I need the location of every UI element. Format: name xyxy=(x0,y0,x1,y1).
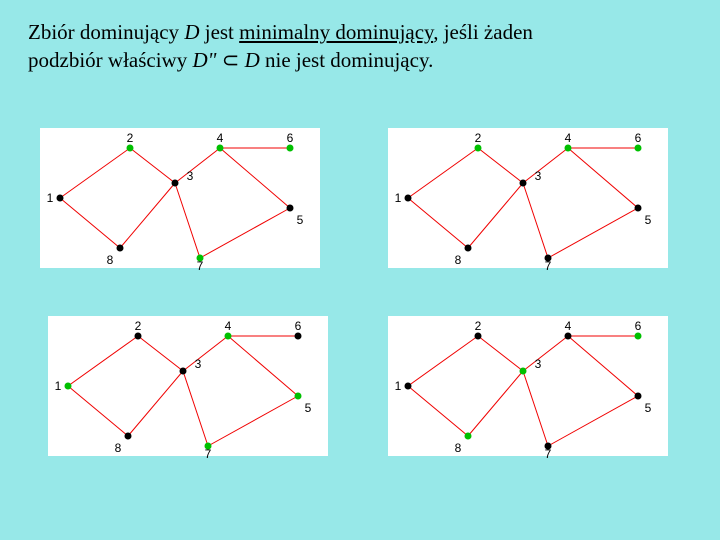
graph-node-label-2: 2 xyxy=(127,131,134,145)
graph-node-label-1: 1 xyxy=(47,191,54,205)
graph-node-label-5: 5 xyxy=(645,213,652,227)
graph-node-label-4: 4 xyxy=(565,131,572,145)
graph-node-label-3: 3 xyxy=(535,169,542,183)
graph-node-6 xyxy=(287,145,294,152)
graph-node-label-3: 3 xyxy=(187,169,194,183)
graph-node-6 xyxy=(635,145,642,152)
graph-node-4 xyxy=(565,333,572,340)
graph-node-label-7: 7 xyxy=(205,447,212,461)
graph-edges xyxy=(388,128,668,268)
graph-node-1 xyxy=(65,383,72,390)
def-Dp: D" xyxy=(192,48,216,72)
graph-node-6 xyxy=(295,333,302,340)
graph-node-1 xyxy=(57,195,64,202)
graph-node-label-1: 1 xyxy=(55,379,62,393)
graph-node-label-2: 2 xyxy=(475,131,482,145)
graph-node-3 xyxy=(520,368,527,375)
graph-node-label-6: 6 xyxy=(635,131,642,145)
graph-node-label-4: 4 xyxy=(565,319,572,333)
graph-panel-3: 12345678 xyxy=(48,316,328,456)
graph-node-label-6: 6 xyxy=(287,131,294,145)
def-part: jest xyxy=(199,20,239,44)
graph-node-2 xyxy=(127,145,134,152)
graph-node-5 xyxy=(635,393,642,400)
graph-node-4 xyxy=(217,145,224,152)
def-subset: ⊂ xyxy=(216,48,244,72)
graph-edges xyxy=(388,316,668,456)
graph-node-4 xyxy=(225,333,232,340)
graph-node-label-8: 8 xyxy=(107,253,114,267)
graph-node-8 xyxy=(465,433,472,440)
graph-node-8 xyxy=(125,433,132,440)
graph-node-label-3: 3 xyxy=(195,357,202,371)
graph-node-label-7: 7 xyxy=(545,447,552,461)
def-part: , jeśli żaden xyxy=(433,20,533,44)
graph-node-label-1: 1 xyxy=(395,191,402,205)
graph-node-4 xyxy=(565,145,572,152)
graph-node-label-6: 6 xyxy=(635,319,642,333)
graph-node-label-7: 7 xyxy=(545,259,552,273)
graph-node-label-4: 4 xyxy=(217,131,224,145)
graph-node-label-1: 1 xyxy=(395,379,402,393)
def-D1: D xyxy=(184,20,199,44)
graph-panel-1: 12345678 xyxy=(40,128,320,268)
graph-node-label-2: 2 xyxy=(135,319,142,333)
graph-edges xyxy=(48,316,328,456)
graph-node-label-7: 7 xyxy=(197,259,204,273)
graph-node-label-6: 6 xyxy=(295,319,302,333)
graph-node-2 xyxy=(135,333,142,340)
graph-node-label-2: 2 xyxy=(475,319,482,333)
def-part: nie jest dominujący. xyxy=(260,48,434,72)
graph-node-8 xyxy=(465,245,472,252)
definition-text: Zbiór dominujący D jest minimalny dominu… xyxy=(0,0,720,85)
graph-node-6 xyxy=(635,333,642,340)
def-D2: D xyxy=(245,48,260,72)
graph-node-label-3: 3 xyxy=(535,357,542,371)
graph-node-8 xyxy=(117,245,124,252)
graph-node-5 xyxy=(287,205,294,212)
graph-node-1 xyxy=(405,195,412,202)
graph-node-label-5: 5 xyxy=(305,401,312,415)
def-underline: minimalny dominujący xyxy=(239,20,433,44)
def-part: podzbiór właściwy xyxy=(28,48,192,72)
graph-node-3 xyxy=(520,180,527,187)
graph-node-5 xyxy=(635,205,642,212)
graph-node-5 xyxy=(295,393,302,400)
graph-panel-4: 12345678 xyxy=(388,316,668,456)
graph-node-label-4: 4 xyxy=(225,319,232,333)
graph-node-2 xyxy=(475,145,482,152)
graph-panel-2: 12345678 xyxy=(388,128,668,268)
graph-node-3 xyxy=(172,180,179,187)
graph-node-label-5: 5 xyxy=(297,213,304,227)
graph-node-1 xyxy=(405,383,412,390)
graph-edges xyxy=(40,128,320,268)
graph-node-label-8: 8 xyxy=(455,441,462,455)
def-part: Zbiór dominujący xyxy=(28,20,184,44)
graph-node-3 xyxy=(180,368,187,375)
graph-node-label-5: 5 xyxy=(645,401,652,415)
graph-node-label-8: 8 xyxy=(455,253,462,267)
graph-node-label-8: 8 xyxy=(115,441,122,455)
graph-node-2 xyxy=(475,333,482,340)
